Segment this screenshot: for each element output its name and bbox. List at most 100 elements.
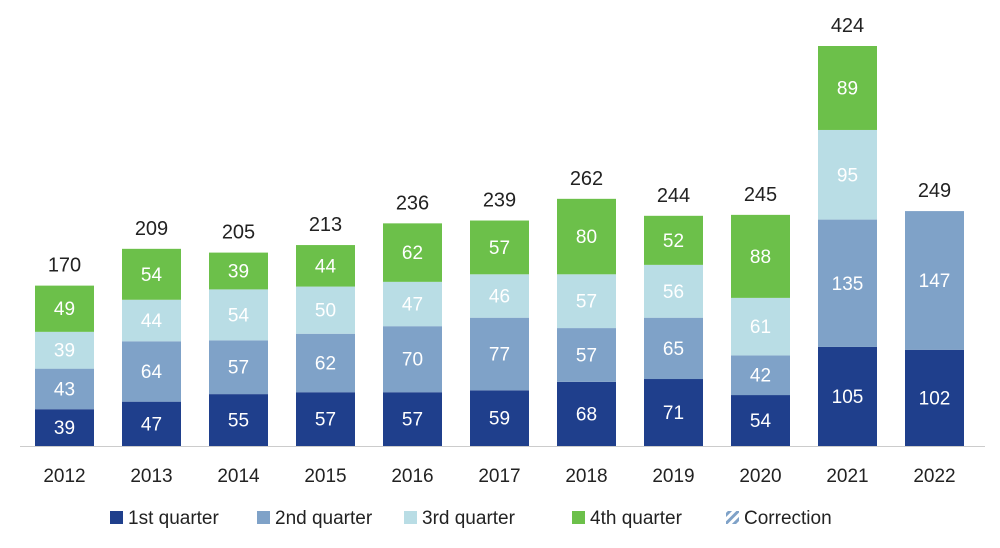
- bars-layer: 39 43 39 49 170 47 64 44 54 209 55 57 54 39 205 57 62 50 4…: [35, 15, 964, 446]
- bar-total-label: 245: [744, 184, 777, 206]
- bar-segment-label: 61: [750, 317, 771, 338]
- bar-segment-q2: [818, 219, 877, 347]
- bar-segment-q2: [731, 355, 790, 396]
- legend-label: 1st quarter: [128, 508, 219, 529]
- bar-segment-q1: [905, 349, 964, 446]
- bar-segment-label: 147: [919, 271, 951, 292]
- legend-swatch: [572, 511, 585, 524]
- bar-segment-label: 39: [54, 418, 75, 439]
- bar-segment-label: 59: [489, 409, 510, 430]
- bar-segment-q3: [209, 289, 268, 341]
- bar-segment-label: 57: [576, 345, 597, 366]
- bar-segment-q4: [557, 198, 616, 275]
- bar-segment-label: 47: [402, 295, 423, 316]
- bar-segment-q3: [818, 129, 877, 220]
- x-tick-label: 2015: [304, 466, 346, 487]
- bar-segment-q3: [731, 297, 790, 356]
- legend: 1st quarter 2nd quarter 3rd quarter 4th qua…: [110, 508, 832, 529]
- legend-swatch: [404, 511, 417, 524]
- bar-segment-q3: [644, 264, 703, 318]
- bar-segment-q2: [905, 211, 964, 350]
- bar-segment-q3: [122, 299, 181, 342]
- bar-segment-label: 57: [576, 292, 597, 313]
- bar-segment-q1: [557, 381, 616, 446]
- bar-segment-label: 55: [228, 411, 249, 432]
- bar-segment-label: 57: [489, 238, 510, 259]
- x-tick-label: 2020: [739, 466, 781, 487]
- bar-segment-label: 46: [489, 287, 510, 308]
- bar-segment-label: 57: [402, 410, 423, 431]
- bar-segment-label: 57: [315, 410, 336, 431]
- bar-segment-label: 64: [141, 362, 163, 383]
- bar-segment-q1: [731, 395, 790, 446]
- bar-segment-q2: [35, 368, 94, 410]
- bar-segment-label: 105: [832, 387, 864, 408]
- x-tick-label: 2016: [391, 466, 433, 487]
- bar-segment-q4: [296, 245, 355, 287]
- bar-segment-label: 62: [315, 353, 336, 374]
- bar-segment-q3: [296, 286, 355, 334]
- legend-swatch: [257, 511, 270, 524]
- bar-segment-label: 65: [663, 339, 684, 360]
- bar-segment-q4: [209, 252, 268, 290]
- bar-segment-label: 102: [919, 388, 951, 409]
- bar-segment-q1: [818, 346, 877, 446]
- legend-swatch: [110, 511, 123, 524]
- bar-segment-label: 39: [228, 262, 249, 283]
- bar-segment-label: 44: [141, 311, 163, 332]
- legend-label: 2nd quarter: [275, 508, 373, 529]
- bar-total-label: 213: [309, 214, 342, 236]
- bar-segment-label: 43: [54, 379, 75, 400]
- bar-total-label: 249: [918, 180, 951, 202]
- bar-segment-label: 62: [402, 243, 423, 264]
- x-axis-ticks: 2012 2013 2014 2015 2016 2017 2018 2019 2020 2021…: [43, 466, 955, 487]
- bar-total-label: 236: [396, 192, 429, 214]
- bar-segment-q1: [209, 394, 268, 446]
- legend-label: 3rd quarter: [422, 508, 516, 529]
- bar-total-label: 262: [570, 168, 603, 190]
- bar-segment-q1: [296, 392, 355, 446]
- x-tick-label: 2013: [130, 466, 172, 487]
- bar-segment-label: 56: [663, 282, 684, 303]
- bar-segment-q4: [122, 248, 181, 300]
- bar-segment-label: 89: [837, 78, 858, 99]
- x-tick-label: 2014: [217, 466, 260, 487]
- bar-segment-label: 88: [750, 247, 771, 268]
- bar-segment-label: 77: [489, 345, 510, 366]
- bar-segment-q4: [644, 215, 703, 265]
- x-tick-label: 2012: [43, 466, 85, 487]
- bar-segment-label: 135: [832, 274, 864, 295]
- bar-segment-label: 71: [663, 403, 684, 424]
- bar-total-label: 424: [831, 15, 864, 37]
- bar-segment-q4: [35, 285, 94, 332]
- bar-segment-label: 80: [576, 227, 597, 248]
- bar-segment-label: 39: [54, 341, 75, 362]
- bar-segment-q2: [122, 341, 181, 402]
- bar-segment-q2: [470, 317, 529, 391]
- bar-segment-q3: [557, 274, 616, 329]
- bar-total-label: 205: [222, 222, 255, 244]
- bar-segment-label: 50: [315, 301, 336, 322]
- bar-segment-label: 70: [402, 350, 423, 371]
- legend-label: 4th quarter: [590, 508, 683, 529]
- bar-segment-label: 57: [228, 358, 249, 379]
- bar-segment-label: 42: [750, 366, 771, 387]
- bar-total-label: 244: [657, 185, 690, 207]
- x-tick-label: 2018: [565, 466, 607, 487]
- bar-segment-label: 47: [141, 414, 162, 435]
- bar-segment-q1: [470, 390, 529, 446]
- bar-segment-q1: [122, 401, 181, 446]
- bar-segment-q4: [470, 220, 529, 275]
- bar-segment-q1: [644, 379, 703, 446]
- bar-segment-q2: [296, 333, 355, 393]
- bar-segment-q1: [383, 392, 442, 446]
- bar-segment-label: 54: [228, 305, 250, 326]
- bar-segment-q4: [383, 223, 442, 282]
- legend-swatch: [726, 511, 739, 524]
- bar-segment-q2: [644, 317, 703, 380]
- bar-segment-label: 49: [54, 299, 75, 320]
- bar-segment-q3: [470, 274, 529, 318]
- x-tick-label: 2022: [913, 466, 955, 487]
- x-tick-label: 2021: [826, 466, 868, 487]
